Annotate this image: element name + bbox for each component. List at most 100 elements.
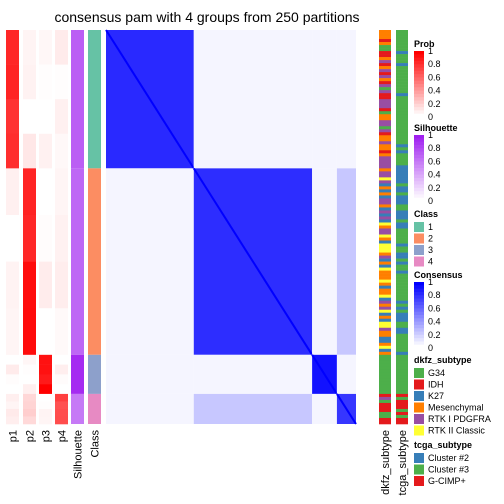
tcga-subtype-cell: [396, 312, 408, 317]
prob-cell: [55, 308, 68, 356]
tcga-subtype-cell: [396, 123, 408, 127]
column-label: dkfz_subtype: [380, 430, 392, 495]
tcga-subtype-cell: [396, 69, 408, 73]
tcga-subtype-cell: [396, 96, 408, 100]
prob-cell: [39, 133, 52, 169]
tcga-subtype-cell: [396, 111, 408, 115]
tcga-subtype-cell: [396, 204, 408, 208]
legend-gradient-step: [414, 318, 424, 322]
legend-gradient-step: [414, 87, 424, 91]
dkfz-subtype-cell: [379, 120, 391, 124]
dkfz-subtype-cell: [379, 324, 391, 329]
legend-gradient-step: [414, 51, 424, 55]
tcga-subtype-cell: [396, 147, 408, 151]
tcga-subtype-cell: [396, 39, 408, 43]
legend-item-label: K27: [428, 391, 444, 401]
prob-cell: [39, 416, 52, 425]
dkfz-subtype-cell: [379, 96, 391, 100]
prob-cell: [6, 214, 19, 262]
silhouette-cell: [71, 354, 84, 394]
tcga-subtype-cell: [396, 270, 408, 274]
dkfz-subtype-cell: [379, 354, 391, 359]
dkfz-subtype-cell: [379, 408, 391, 413]
tcga-subtype-cell: [396, 252, 408, 256]
legend-gradient-step: [414, 93, 424, 98]
prob-cell: [55, 133, 68, 169]
dkfz-subtype-cell: [379, 264, 391, 268]
dkfz-subtype-cell: [379, 156, 391, 160]
legend-gradient-step: [414, 344, 424, 349]
dkfz-subtype-cell: [379, 267, 391, 271]
legend-item-label: Cluster #3: [428, 465, 469, 475]
tcga-subtype-cell: [396, 225, 408, 229]
legend-item-label: 1: [428, 222, 433, 232]
legend-gradient-step: [414, 288, 424, 293]
legend-gradient-step: [414, 321, 424, 326]
dkfz-subtype-cell: [379, 339, 391, 344]
legend-tick-label: 0.8: [428, 143, 441, 153]
dkfz-subtype-cell: [379, 93, 391, 97]
tcga-subtype-cell: [396, 333, 408, 338]
dkfz-subtype-cell: [379, 297, 391, 301]
dkfz-subtype-cell: [379, 321, 391, 326]
prob-cell: [55, 168, 68, 216]
legend-tick-label: 0.8: [428, 290, 441, 300]
tcga-subtype-cell: [396, 174, 408, 178]
dkfz-subtype-cell: [379, 51, 391, 55]
legend-gradient-step: [414, 315, 424, 319]
prob-cell: [39, 354, 52, 365]
tcga-subtype-cell: [396, 321, 408, 326]
prob-cell: [6, 374, 19, 385]
legend-gradient-step: [414, 305, 424, 309]
dkfz-subtype-cell: [379, 213, 391, 217]
legend-tick-label: 1: [428, 130, 433, 140]
legend-swatch: [414, 453, 424, 463]
dkfz-subtype-cell: [379, 348, 391, 353]
tcga-subtype-cell: [396, 66, 408, 70]
legend-gradient-step: [414, 171, 424, 175]
legend-gradient-step: [414, 174, 424, 179]
tcga-subtype-cell: [396, 348, 408, 353]
dkfz-subtype-cell: [379, 315, 391, 320]
tcga-subtype-cell: [396, 93, 408, 97]
dkfz-subtype-cell: [379, 48, 391, 52]
dkfz-subtype-cell: [379, 330, 391, 335]
dkfz-subtype-cell: [379, 312, 391, 317]
dkfz-subtype-cell: [379, 90, 391, 94]
legend-gradient-step: [414, 57, 424, 62]
legend-title: dkfz_subtype: [414, 355, 472, 365]
legend-gradient-step: [414, 90, 424, 95]
dkfz-subtype-cell: [379, 135, 391, 139]
tcga-subtype-cell: [396, 294, 408, 298]
tcga-subtype-cell: [396, 339, 408, 344]
legend-gradient-step: [414, 54, 424, 58]
legend-gradient-step: [414, 191, 424, 195]
diagonal-cell: [105, 29, 195, 169]
prob-cell: [23, 393, 36, 402]
tcga-subtype-cell: [396, 99, 408, 103]
legend-tick-label: 0.8: [428, 59, 441, 69]
consensus-block: [106, 354, 194, 394]
dkfz-subtype-cell: [379, 405, 391, 410]
legend-gradient-step: [414, 298, 424, 303]
legend-gradient-step: [414, 295, 424, 299]
legend-title: Silhouette: [414, 123, 458, 133]
tcga-subtype-cell: [396, 375, 408, 380]
right-annotation-columns: [379, 30, 408, 425]
prob-cell: [23, 308, 36, 356]
prob-cell: [23, 168, 36, 216]
dkfz-subtype-cell: [379, 345, 391, 350]
dkfz-subtype-cell: [379, 366, 391, 371]
legend-gradient-step: [414, 308, 424, 313]
dkfz-subtype-cell: [379, 186, 391, 190]
prob-cell: [55, 401, 68, 410]
tcga-subtype-cell: [396, 54, 408, 58]
tcga-subtype-cell: [396, 189, 408, 193]
tcga-subtype-cell: [396, 327, 408, 332]
tcga-subtype-cell: [396, 75, 408, 79]
legend-swatch: [414, 233, 424, 244]
legend-gradient-step: [414, 311, 424, 316]
tcga-subtype-cell: [396, 276, 408, 280]
tcga-subtype-cell: [396, 360, 408, 365]
tcga-subtype-cell: [396, 105, 408, 109]
